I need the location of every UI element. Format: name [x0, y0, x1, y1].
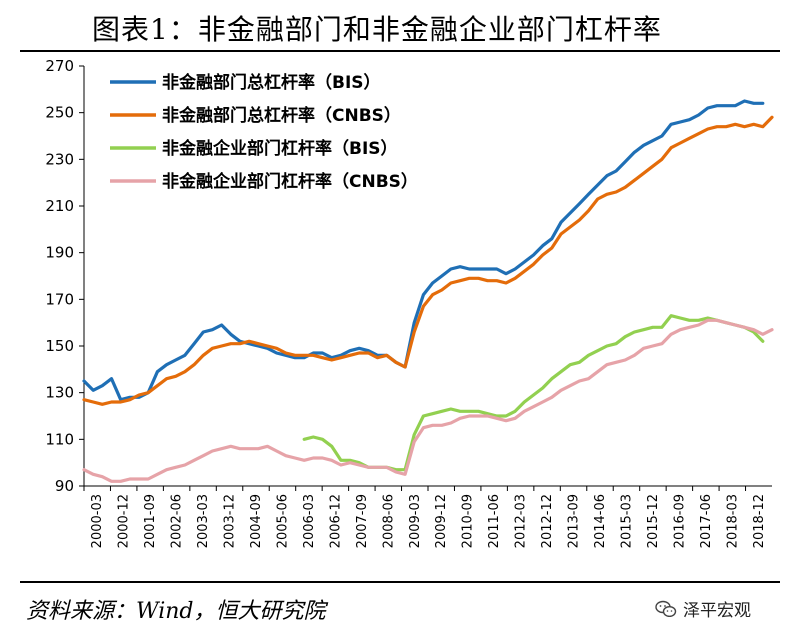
y-tick-label: 170: [45, 290, 74, 308]
watermark-text: 泽平宏观: [683, 601, 751, 621]
y-tick-label: 110: [45, 430, 74, 448]
y-tick-label: 130: [45, 384, 74, 402]
x-tick-label: 2006-12: [328, 494, 343, 548]
x-tick-label: 2018-12: [752, 494, 767, 548]
y-tick-label: 150: [45, 337, 74, 355]
y-tick-label: 210: [45, 197, 74, 215]
x-tick-label: 2007-09: [355, 494, 370, 548]
source-note: 资料来源：Wind，恒大研究院: [26, 599, 326, 624]
y-tick-label: 190: [45, 244, 74, 262]
series-line-2: [82, 115, 774, 406]
x-tick-label: 2015-12: [646, 494, 661, 548]
legend-label-1: 非金融部门总杠杆率（BIS）: [162, 72, 381, 93]
x-tick-label: 2000-03: [90, 494, 105, 548]
x-tick-label: 2012-03: [514, 494, 529, 548]
chart-axes: 90 110 130 150 170 190 210 230 250 270 2000-03 2000…: [45, 57, 772, 548]
watermark: 泽平宏观: [655, 596, 751, 621]
chart-legend: 非金融部门总杠杆率（BIS） 非金融部门总杠杆率（CNBS） 非金融企业部门杠杆率（…: [110, 72, 418, 192]
x-tick-label: 2004-09: [249, 494, 264, 548]
source-rule: [20, 581, 780, 583]
x-tick-label: 2015-03: [619, 494, 634, 548]
y-tick-label: 90: [55, 477, 74, 495]
x-tick-label: 2000-12: [117, 494, 132, 548]
y-tick-label: 270: [45, 57, 74, 75]
x-tick-label: 2013-09: [567, 494, 582, 548]
x-tick-label: 2003-03: [196, 494, 211, 548]
x-tick-label: 2009-03: [408, 494, 423, 548]
series-line-4: [82, 318, 774, 483]
x-tick-label: 2012-12: [540, 494, 555, 548]
y-tick-label: 230: [45, 150, 74, 168]
chart-series: [82, 99, 774, 483]
wechat-icon: [655, 600, 677, 617]
legend-label-3: 非金融企业部门杠杆率（BIS）: [162, 138, 398, 159]
x-tick-label: 2001-09: [143, 494, 158, 548]
x-tick-label: 2003-12: [223, 494, 238, 548]
chart-title: 图表1：非金融部门和非金融企业部门杠杆率: [92, 13, 662, 46]
x-tick-label: 2014-06: [593, 494, 608, 548]
legend-label-2: 非金融部门总杠杆率（CNBS）: [162, 105, 401, 126]
x-tick-label: 2016-09: [672, 494, 687, 548]
x-tick-label: 2018-03: [725, 494, 740, 548]
x-tick-label: 2006-03: [302, 494, 317, 548]
title-rule: [20, 50, 780, 52]
y-tick-label: 250: [45, 104, 74, 122]
x-tick-label: 2002-06: [170, 494, 185, 548]
x-tick-label: 2009-12: [434, 494, 449, 548]
series-line-3: [302, 314, 765, 472]
x-tick-label: 2005-06: [275, 494, 290, 548]
x-tick-label: 2017-06: [699, 494, 714, 548]
x-tick-label: 2008-06: [381, 494, 396, 548]
series-line-1: [82, 99, 765, 402]
legend-label-4: 非金融企业部门杠杆率（CNBS）: [162, 171, 418, 192]
x-tick-label: 2010-09: [461, 494, 476, 548]
x-tick-label: 2011-06: [487, 494, 502, 548]
